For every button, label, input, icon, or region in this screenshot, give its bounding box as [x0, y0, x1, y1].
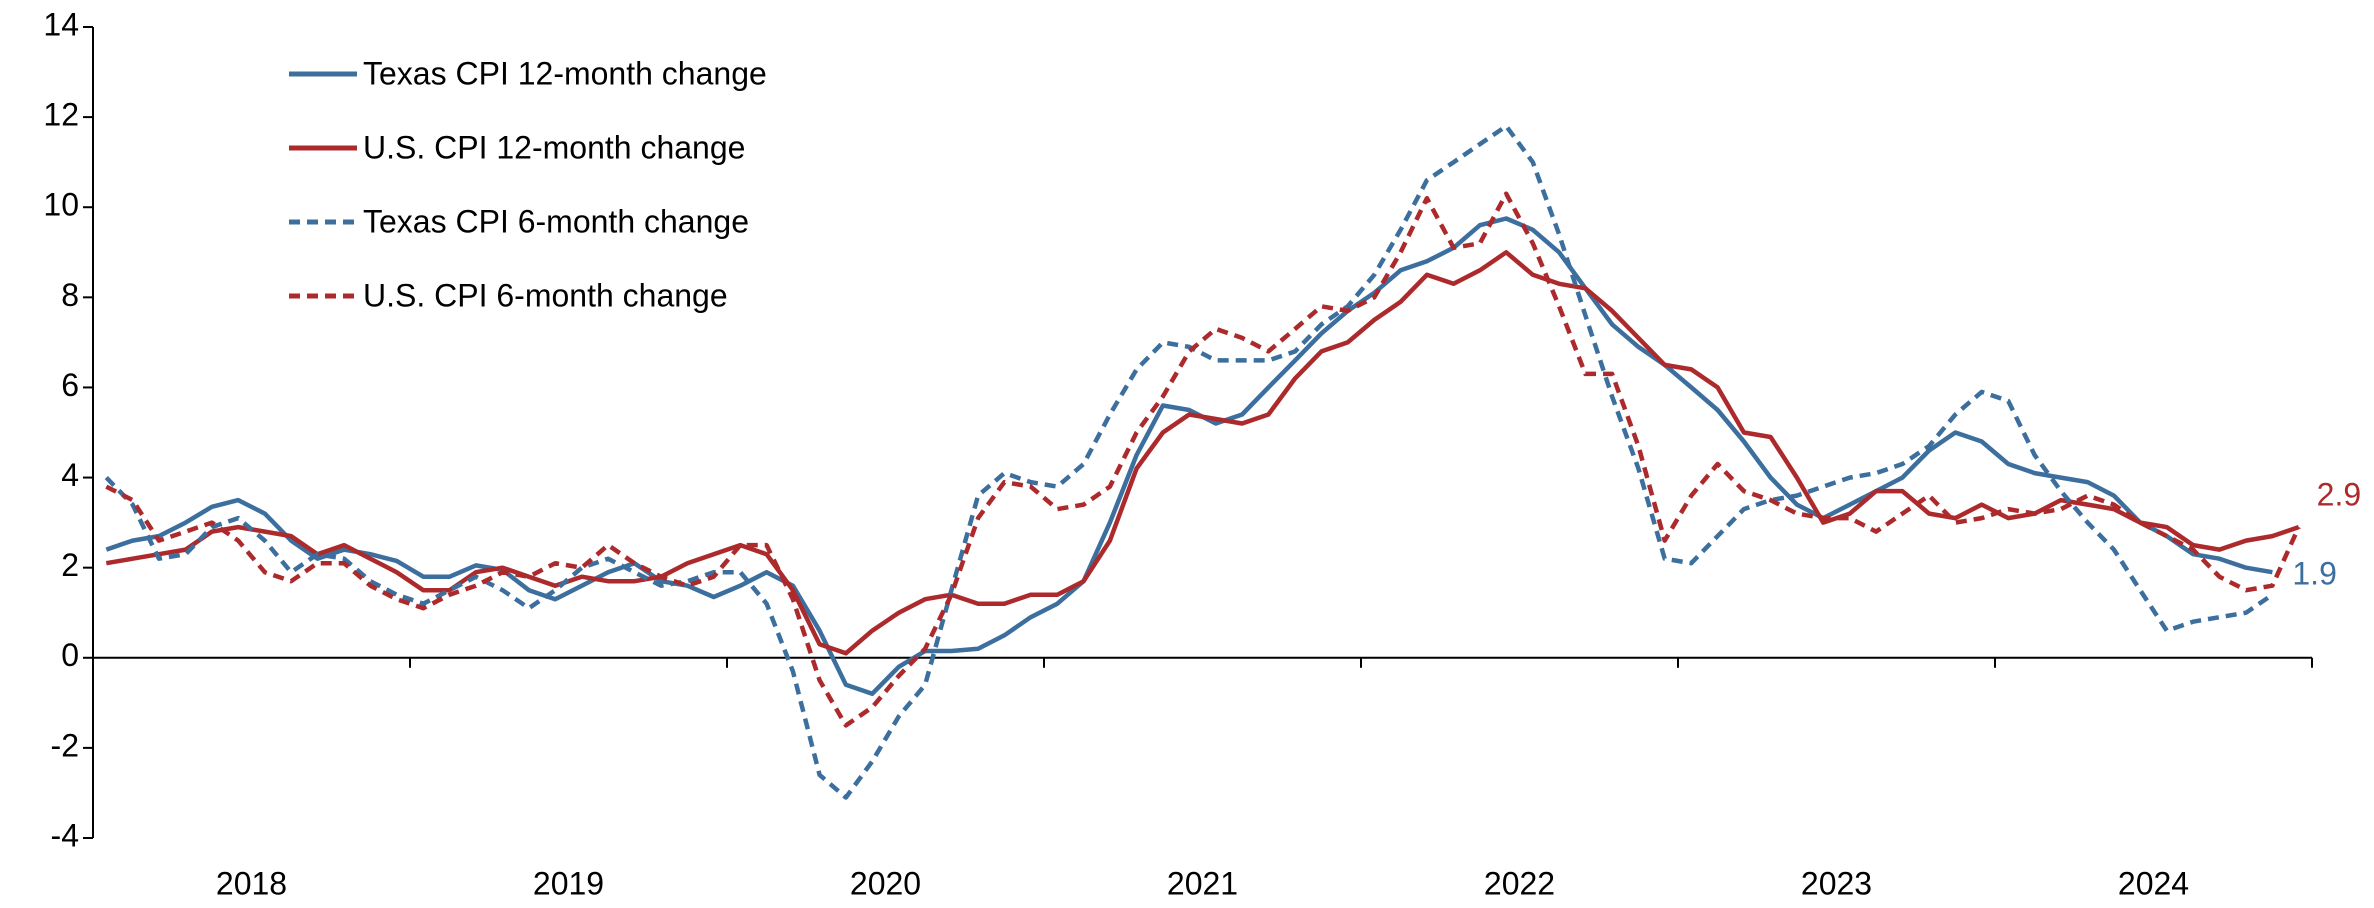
legend-label: Texas CPI 12-month change: [363, 55, 767, 91]
series-line: [105, 216, 2273, 697]
end-label: 1.9: [2292, 556, 2336, 592]
x-tick-label: 2022: [1484, 865, 1555, 901]
legend-label: U.S. CPI 12-month change: [363, 129, 745, 165]
series-line: [105, 191, 2301, 728]
y-tick-label: 2: [61, 547, 79, 583]
legend-label: Texas CPI 6-month change: [363, 203, 749, 239]
x-tick-label: 2024: [2118, 865, 2189, 901]
x-tick-label: 2023: [1801, 865, 1872, 901]
y-tick-label: -2: [51, 727, 79, 763]
y-tick-label: 12: [43, 97, 79, 133]
series-line: [105, 250, 2300, 656]
x-tick-label: 2021: [1167, 865, 1238, 901]
y-tick-label: -4: [51, 817, 79, 853]
end-label: 2.9: [2317, 477, 2361, 513]
y-tick-label: 8: [61, 277, 79, 313]
y-tick-label: 6: [61, 367, 79, 403]
x-tick-label: 2019: [533, 865, 604, 901]
y-tick-label: 14: [43, 6, 79, 42]
y-tick-label: 10: [43, 187, 79, 223]
x-tick-label: 2020: [850, 865, 921, 901]
y-tick-label: 0: [61, 637, 79, 673]
legend-label: U.S. CPI 6-month change: [363, 277, 728, 313]
series-line: [104, 123, 2274, 800]
x-tick-label: 2018: [216, 865, 287, 901]
y-tick-label: 4: [61, 457, 79, 493]
